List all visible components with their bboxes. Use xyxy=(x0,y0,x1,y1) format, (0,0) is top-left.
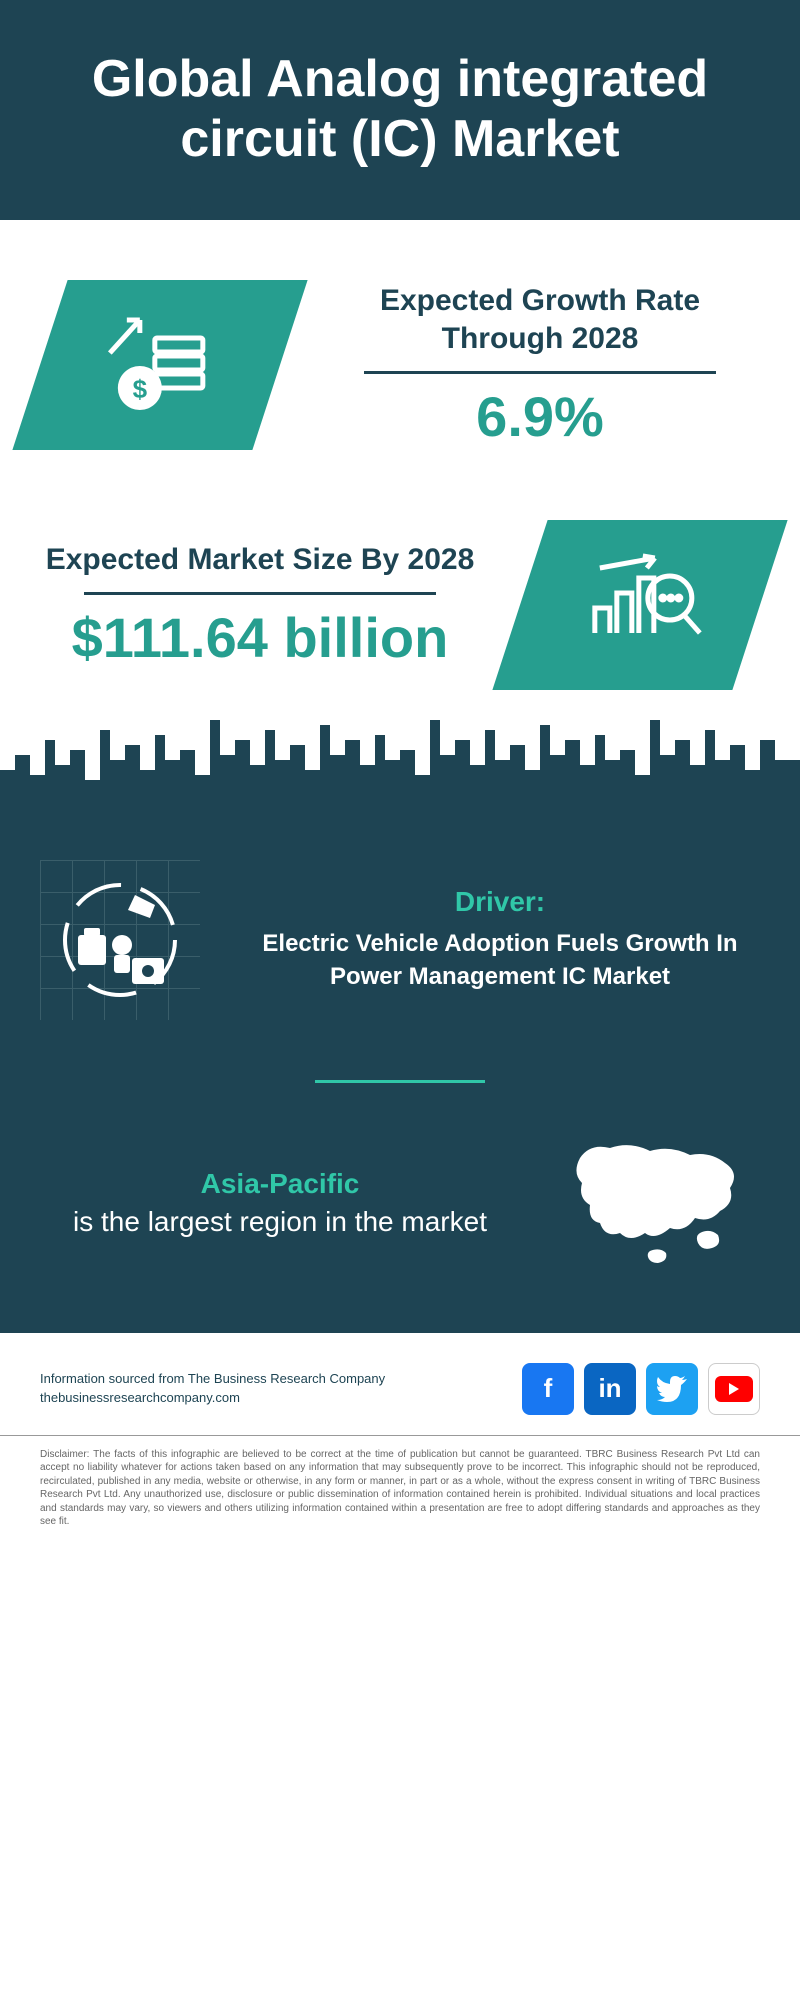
region-rest: is the largest region in the market xyxy=(73,1206,487,1237)
disclaimer-section: Disclaimer: The facts of this infographi… xyxy=(0,1435,800,1559)
growth-section: $ Expected Growth Rate Through 2028 6.9% xyxy=(0,220,800,490)
market-size-stat: Expected Market Size By 2028 $111.64 bil… xyxy=(40,541,480,668)
market-size-title: Expected Market Size By 2028 xyxy=(40,541,480,579)
footer: Information sourced from The Business Re… xyxy=(0,1333,800,1435)
youtube-icon[interactable] xyxy=(708,1363,760,1415)
footer-attribution: Information sourced from The Business Re… xyxy=(40,1370,385,1406)
facebook-icon[interactable]: f xyxy=(522,1363,574,1415)
svg-text:$: $ xyxy=(133,373,148,403)
growth-icon-box: $ xyxy=(12,280,307,450)
growth-stat: Expected Growth Rate Through 2028 6.9% xyxy=(320,282,760,447)
market-size-section: Expected Market Size By 2028 $111.64 bil… xyxy=(0,490,800,690)
region-row: Asia-Pacific is the largest region in th… xyxy=(40,1133,760,1273)
disclaimer-text: Disclaimer: The facts of this infographi… xyxy=(40,1436,760,1529)
linkedin-icon[interactable]: in xyxy=(584,1363,636,1415)
divider xyxy=(84,592,436,595)
divider xyxy=(364,371,716,374)
growth-title: Expected Growth Rate Through 2028 xyxy=(320,282,760,357)
chart-analysis-icon xyxy=(575,547,705,662)
twitter-icon[interactable] xyxy=(646,1363,698,1415)
growth-value: 6.9% xyxy=(320,388,760,447)
skyline-silhouette xyxy=(0,690,800,810)
driver-row: Driver: Electric Vehicle Adoption Fuels … xyxy=(40,860,760,1020)
market-size-value: $111.64 billion xyxy=(40,609,480,668)
region-highlight: Asia-Pacific xyxy=(201,1168,360,1199)
driver-text: Driver: Electric Vehicle Adoption Fuels … xyxy=(240,886,760,993)
asia-pacific-map-icon xyxy=(560,1133,760,1273)
driver-description: Electric Vehicle Adoption Fuels Growth I… xyxy=(240,928,760,993)
social-icons: f in xyxy=(522,1363,760,1415)
money-growth-icon: $ xyxy=(95,307,225,422)
region-divider xyxy=(315,1080,485,1083)
analysis-icon-box xyxy=(492,520,787,690)
page-title: Global Analog integrated circuit (IC) Ma… xyxy=(0,0,800,220)
driver-label: Driver: xyxy=(240,886,760,918)
driver-icon xyxy=(40,860,200,1020)
dark-section: Driver: Electric Vehicle Adoption Fuels … xyxy=(0,810,800,1333)
region-text: Asia-Pacific is the largest region in th… xyxy=(40,1165,520,1241)
